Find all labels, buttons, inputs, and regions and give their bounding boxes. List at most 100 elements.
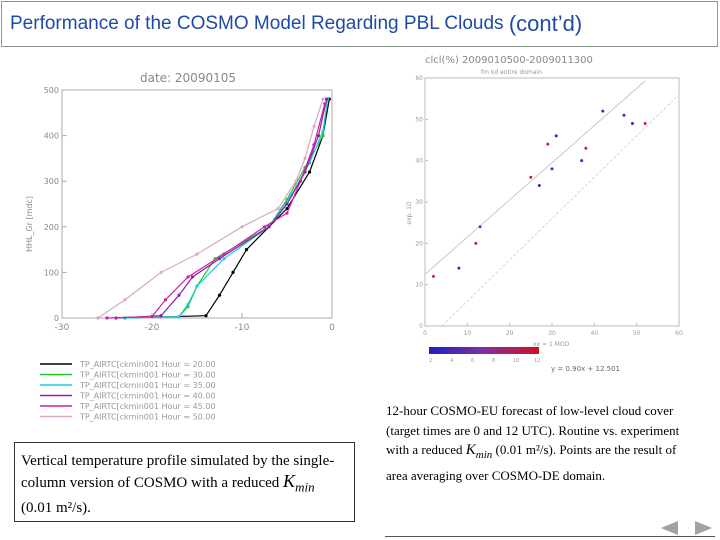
profile-point [186,302,190,306]
scatter-x-tick-label: 30 [548,330,556,337]
temperature-profile-chart: date: 20090105 -30 -20 -10 0 0 100 200 300 400 50… [25,71,335,422]
right-caption-units: (0.01 m²/s). Points are the result of ar… [386,442,677,483]
scatter-y-tick-label: 50 [415,116,423,123]
right-figure-caption: 12-hour COSMO-EU forecast of low-level c… [386,401,686,497]
profile-point [312,124,316,129]
profile-point [177,293,181,297]
scatter-title: clcl(%) 2009010500-2009011300 [425,55,593,66]
scatter-point [478,225,482,229]
scatter-reference-lines [424,80,680,327]
scatter-point [550,167,554,171]
profile-point [321,129,325,133]
profile-x-tick-label: 0 [329,323,335,333]
profile-legend: TP_AIRTC[ckmin001 Hour = 20.00 TP_AIRTC[c… [40,360,216,422]
legend-label: TP_AIRTC[ckmin001 Hour = 40.00 [79,392,216,401]
scatter-point [431,274,435,278]
cloud-cover-scatter-figure: clcl(%) 2009010500-2009011300 fm kd enti… [403,48,693,378]
left-caption-kmin: Kmin [283,471,315,495]
right-caption-kmin: Kmin [465,442,493,461]
profile-x-tick-label: -30 [55,323,70,333]
scatter-y-tick-label: 60 [415,75,423,82]
scatter-point [622,113,626,117]
profile-point [321,134,325,138]
next-slide-button[interactable] [690,518,716,538]
footer-rule [385,536,715,537]
profile-point [294,179,298,183]
scatter-y-tick-label: 40 [415,158,423,165]
profile-point [105,316,109,320]
profile-point [204,314,208,318]
profile-point [96,316,100,320]
scatter-x-tick-label: 10 [464,330,472,337]
scatter-y-tick-label: 30 [415,199,423,206]
profile-point [159,270,163,274]
scatter-point [529,175,533,179]
legend-label: TP_AIRTC[ckmin001 Hour = 35.00 [79,381,216,390]
profile-y-axis-label: HHL_Gr [mdc] [25,196,34,252]
scatter-x-tick-label: 20 [506,330,514,337]
profile-point [303,156,307,160]
temperature-profile-figure: date: 20090105 -30 -20 -10 0 0 100 200 300 400 50… [20,64,352,436]
colorbar-label: 12 [534,358,540,364]
scatter-x-tick-label: 0 [423,330,427,337]
scatter-point [546,142,550,146]
profile-x-tick-label: -20 [145,323,160,333]
profile-y-tick-label: 300 [44,177,59,186]
profile-point [285,206,289,211]
profile-point [240,225,244,229]
legend-label: TP_AIRTC[ckmin001 Hour = 20.00 [79,360,216,369]
profile-axes: -30 -20 -10 0 0 100 200 300 400 500 [44,86,335,333]
profile-point [150,315,154,319]
profile-plot-frame [61,89,333,319]
slide-title-bar: Performance of the COSMO Model Regarding… [1,1,718,47]
colorbar-labels: 2 4 6 8 10 12 [429,358,540,364]
colorbar-label: 2 [429,358,432,364]
cloud-cover-scatter-chart: clcl(%) 2009010500-2009011300 fm kd enti… [406,55,683,373]
profile-point [321,97,325,101]
profile-x-tick-label: -10 [235,323,250,333]
profile-point [262,225,267,229]
scatter-x-axis-label: xx = 1 MOD [533,341,570,348]
colorbar-label: 4 [450,358,453,364]
profile-line-1 [124,99,329,319]
profile-point [244,248,249,252]
profile-line-4 [106,103,326,319]
profile-point [217,293,222,297]
scatter-point [601,109,605,113]
profile-y-tick-label: 200 [44,223,59,232]
profile-point [312,143,316,147]
left-caption-units: (0.01 m²/s). [21,499,91,516]
slide-title: Performance of the COSMO Model Regarding… [10,13,504,34]
scatter-y-tick-label: 20 [415,240,423,247]
profile-y-tick-label: 0 [54,314,59,323]
colorbar-gradient [429,347,539,354]
scatter-point [643,121,647,125]
profile-point [267,225,271,229]
identity-line [441,94,680,327]
triangle-right-icon [695,521,712,535]
legend-label: TP_AIRTC[ckmin001 Hour = 45.00 [79,402,216,411]
scatter-point [630,121,634,125]
triangle-left-icon [661,521,678,535]
regression-equation: y = 0.90x + 12.501 [551,365,620,373]
colorbar-label: 8 [492,358,495,364]
profile-point [222,257,226,261]
left-figure-caption: Vertical temperature profile simulated b… [14,442,355,522]
profile-point [298,179,303,183]
profile-line-0 [124,99,330,319]
profile-point [276,206,280,211]
profile-y-tick-label: 500 [44,86,59,95]
profile-point [307,170,312,174]
scatter-point [580,159,584,163]
scatter-plot-frame [424,77,680,327]
profile-y-tick-label: 100 [44,268,59,277]
profile-point [222,252,226,256]
previous-slide-button[interactable] [656,518,682,538]
colorbar-label: 6 [471,358,474,364]
profile-line-2 [124,99,329,319]
slide-title-suffix: (cont’d) [508,11,583,36]
scatter-point [554,134,558,138]
profile-point [163,298,168,302]
colorbar: 2 4 6 8 10 12 [429,347,540,364]
profile-point [159,314,163,318]
